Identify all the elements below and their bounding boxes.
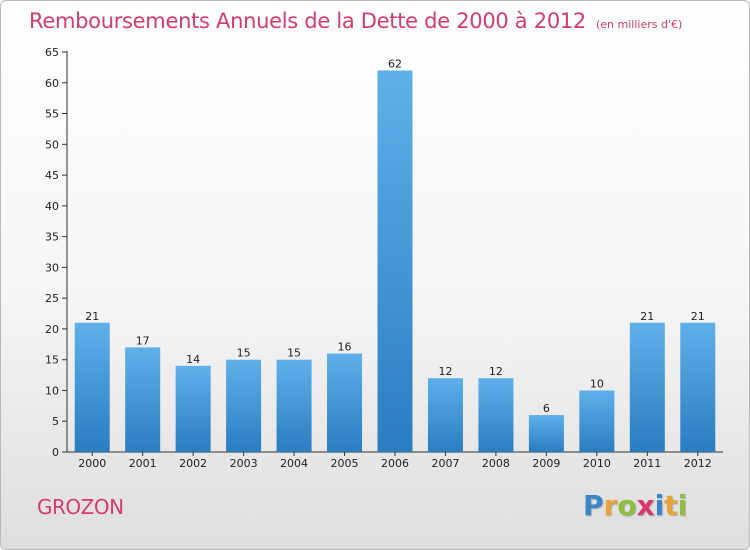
x-tick-label: 2001 — [129, 457, 157, 470]
logo-letter: r — [603, 489, 618, 522]
data-label: 15 — [237, 347, 251, 360]
logo-letter: x — [636, 489, 655, 522]
y-tick-label: 35 — [45, 231, 59, 244]
data-label: 62 — [388, 57, 402, 70]
bar-2005 — [327, 353, 363, 452]
x-tick-label: 2011 — [633, 457, 661, 470]
y-tick-label: 5 — [52, 415, 59, 428]
x-tick-label: 2006 — [381, 457, 409, 470]
x-tick-label: 2007 — [431, 457, 459, 470]
x-tick-label: 2004 — [280, 457, 308, 470]
data-label: 12 — [489, 365, 503, 378]
data-label: 17 — [136, 334, 150, 347]
bar-2011 — [629, 322, 665, 452]
commune-name: GROZON — [37, 495, 124, 519]
chart-title: Remboursements Annuels de la Dette de 20… — [29, 9, 682, 33]
bar-2004 — [276, 359, 312, 452]
y-tick-label: 30 — [45, 261, 59, 274]
x-tick-label: 2009 — [532, 457, 560, 470]
data-label: 16 — [338, 341, 352, 354]
data-label: 14 — [186, 353, 200, 366]
bar-2008 — [478, 378, 514, 452]
y-tick-label: 25 — [45, 292, 59, 305]
y-tick-label: 20 — [45, 323, 59, 336]
data-label: 12 — [438, 365, 452, 378]
bar-2006 — [377, 70, 413, 452]
data-label: 6 — [543, 402, 550, 415]
bar-2007 — [427, 378, 463, 452]
x-tick-label: 2000 — [78, 457, 106, 470]
bar-2000 — [74, 322, 110, 452]
bar-2002 — [175, 365, 211, 452]
bar-2001 — [125, 347, 161, 452]
data-label: 10 — [590, 377, 604, 390]
data-label: 21 — [640, 310, 654, 323]
bar-2003 — [226, 359, 262, 452]
data-label: 21 — [691, 310, 705, 323]
y-tick-label: 55 — [45, 108, 59, 121]
x-tick-label: 2008 — [482, 457, 510, 470]
bar-2010 — [579, 390, 615, 452]
y-tick-label: 60 — [45, 77, 59, 90]
y-tick-label: 10 — [45, 384, 59, 397]
chart-bars — [74, 70, 716, 452]
chart-axes: 0 5 10 15 20 25 30 35 40 45 50 55 60 65 2000 2001 2002 20… — [45, 46, 723, 470]
logo-letter: i — [654, 489, 665, 522]
chart-data-labels: 21 17 14 15 15 16 62 12 12 6 10 21 21 — [85, 57, 705, 415]
y-tick-label: 40 — [45, 200, 59, 213]
logo-letter: o — [617, 489, 637, 522]
chart-subtitle: (en milliers d'€) — [596, 18, 683, 31]
proxiti-logo: Proxiti — [583, 489, 687, 522]
y-tick-label: 65 — [45, 46, 59, 59]
logo-letter: t — [664, 489, 678, 522]
x-tick-label: 2010 — [583, 457, 611, 470]
data-label: 15 — [287, 347, 301, 360]
logo-letter: P — [583, 489, 604, 522]
x-tick-label: 2012 — [684, 457, 712, 470]
y-tick-label: 50 — [45, 138, 59, 151]
y-tick-label: 0 — [52, 446, 59, 459]
data-label: 21 — [85, 310, 99, 323]
bar-2012 — [680, 322, 716, 452]
x-tick-label: 2002 — [179, 457, 207, 470]
logo-letter: i — [677, 489, 688, 522]
x-tick-label: 2003 — [230, 457, 258, 470]
x-tick-label: 2005 — [331, 457, 359, 470]
y-tick-label: 15 — [45, 354, 59, 367]
y-tick-label: 45 — [45, 169, 59, 182]
bar-2009 — [528, 415, 564, 452]
chart-title-text: Remboursements Annuels de la Dette de 20… — [29, 9, 586, 33]
